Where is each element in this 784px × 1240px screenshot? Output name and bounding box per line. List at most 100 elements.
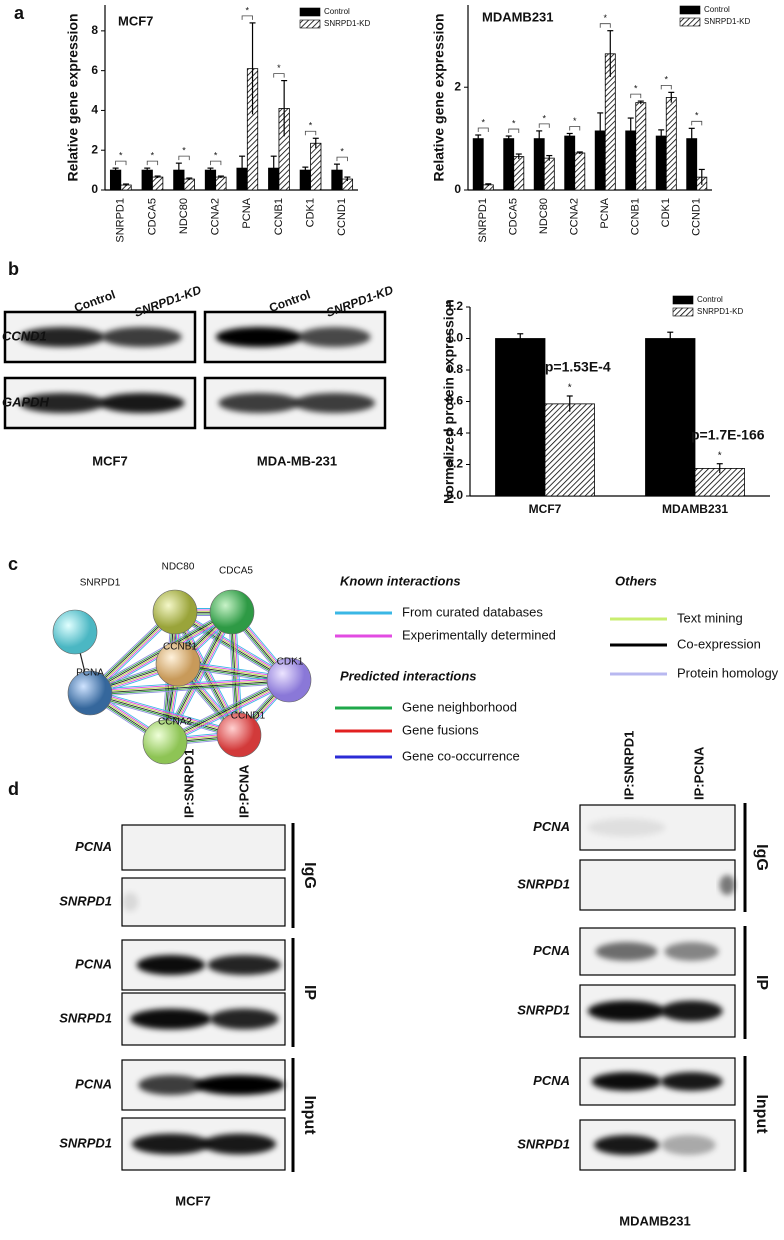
error-bar — [637, 100, 644, 105]
significance-mark: * — [568, 383, 572, 394]
significance-mark: * — [634, 83, 638, 93]
x-tick-label: CDCA5 — [508, 198, 520, 235]
column-label: IP:SNRPD1 — [181, 749, 196, 818]
node-label: CDK1 — [277, 657, 304, 668]
y-tick-label: 1.2 — [446, 299, 463, 313]
error-bar — [281, 79, 288, 137]
blot — [203, 310, 387, 364]
legend-group-title: Predicted interactions — [340, 668, 477, 683]
row-label: PCNA — [533, 1073, 570, 1088]
blot-band — [587, 818, 666, 837]
significance-bracket — [210, 160, 222, 166]
legend-swatch — [299, 7, 321, 17]
network-node — [152, 589, 198, 635]
row-label: SNRPD1 — [517, 876, 570, 891]
group-label: IP — [301, 985, 318, 1000]
legend-item: Experimentally determined — [402, 627, 556, 642]
blot-band — [294, 393, 376, 413]
cell-line-label: MDAMB231 — [619, 1213, 691, 1228]
legend-swatch — [679, 17, 701, 27]
bar — [635, 102, 647, 191]
bar — [655, 135, 667, 191]
x-tick-label: CCNA2 — [210, 198, 222, 235]
row-label: PCNA — [533, 943, 570, 958]
legend-group-title: Others — [615, 573, 657, 588]
blot-band — [19, 393, 105, 413]
blot — [121, 992, 286, 1046]
significance-mark: * — [214, 150, 218, 160]
network-edge — [89, 677, 289, 692]
blot-membrane — [121, 877, 286, 927]
error-bar — [536, 130, 543, 147]
error-bar — [217, 175, 224, 179]
panel-label: a — [14, 3, 25, 23]
significance-mark: * — [309, 121, 313, 131]
legend-item: Protein homology — [677, 665, 779, 680]
bar — [544, 403, 595, 497]
chart-title: MCF7 — [118, 13, 153, 28]
significance-bracket — [691, 120, 703, 126]
blot-band — [595, 942, 658, 961]
bar — [204, 169, 217, 191]
error-bar — [627, 117, 634, 144]
network-edge — [165, 681, 291, 745]
network-edge — [89, 693, 239, 737]
error-bar — [716, 463, 723, 474]
error-bar — [668, 91, 675, 103]
bar — [543, 157, 555, 191]
network-edge — [90, 680, 290, 695]
error-bar — [144, 167, 151, 173]
bar — [183, 178, 195, 191]
x-tick-label: CDK1 — [304, 198, 316, 227]
error-bar — [515, 153, 522, 160]
y-tick-label: 2 — [454, 79, 461, 93]
bar — [310, 142, 322, 191]
x-tick-label: PCNA — [599, 197, 611, 228]
significance-bracket — [273, 73, 285, 78]
blot — [121, 1059, 286, 1111]
row-label: SNRPD1 — [59, 1135, 112, 1150]
legend-item: Co-expression — [677, 636, 761, 651]
error-bar — [566, 132, 573, 139]
bar — [503, 138, 515, 191]
x-tick-label: CDCA5 — [146, 198, 158, 235]
blot-band — [218, 393, 300, 413]
significance-bracket — [336, 156, 348, 162]
legend-swatch — [672, 295, 694, 305]
network-edge — [165, 680, 290, 744]
error-bar — [505, 135, 512, 142]
blot-band — [660, 1000, 723, 1022]
significance-bracket — [115, 160, 127, 166]
y-tick-label: 6 — [91, 63, 98, 77]
network-edge — [90, 691, 240, 735]
y-tick-label: 0 — [91, 182, 98, 196]
legend-label: SNRPD1-KD — [704, 17, 750, 26]
y-tick-label: 0.6 — [446, 394, 463, 408]
p-value: p=1.7E-166 — [691, 426, 765, 442]
network-edge — [88, 608, 231, 691]
bar — [215, 176, 227, 191]
blot-band — [136, 955, 206, 975]
network-node — [266, 657, 312, 703]
legend-item: Gene fusions — [402, 722, 479, 737]
blot-band — [19, 327, 105, 347]
bar — [141, 169, 153, 191]
y-axis-label: Relative gene expression — [431, 13, 447, 181]
error-bar — [112, 167, 119, 173]
network-node — [67, 670, 113, 716]
row-label: PCNA — [75, 956, 112, 971]
blot-band — [298, 327, 371, 347]
network-edge — [90, 683, 290, 697]
group-label: IP — [753, 975, 770, 990]
node-label: CDCA5 — [219, 566, 253, 577]
blot-band — [587, 1000, 666, 1022]
y-tick-label: 2 — [91, 142, 98, 156]
error-bar — [607, 30, 614, 77]
bar — [109, 169, 122, 191]
row-label: PCNA — [75, 839, 112, 854]
row-label: GAPDH — [2, 394, 50, 409]
legend-swatch — [299, 19, 321, 29]
column-label: IP:PCNA — [691, 746, 706, 800]
blot — [579, 1119, 736, 1171]
legend-swatch — [672, 307, 694, 317]
